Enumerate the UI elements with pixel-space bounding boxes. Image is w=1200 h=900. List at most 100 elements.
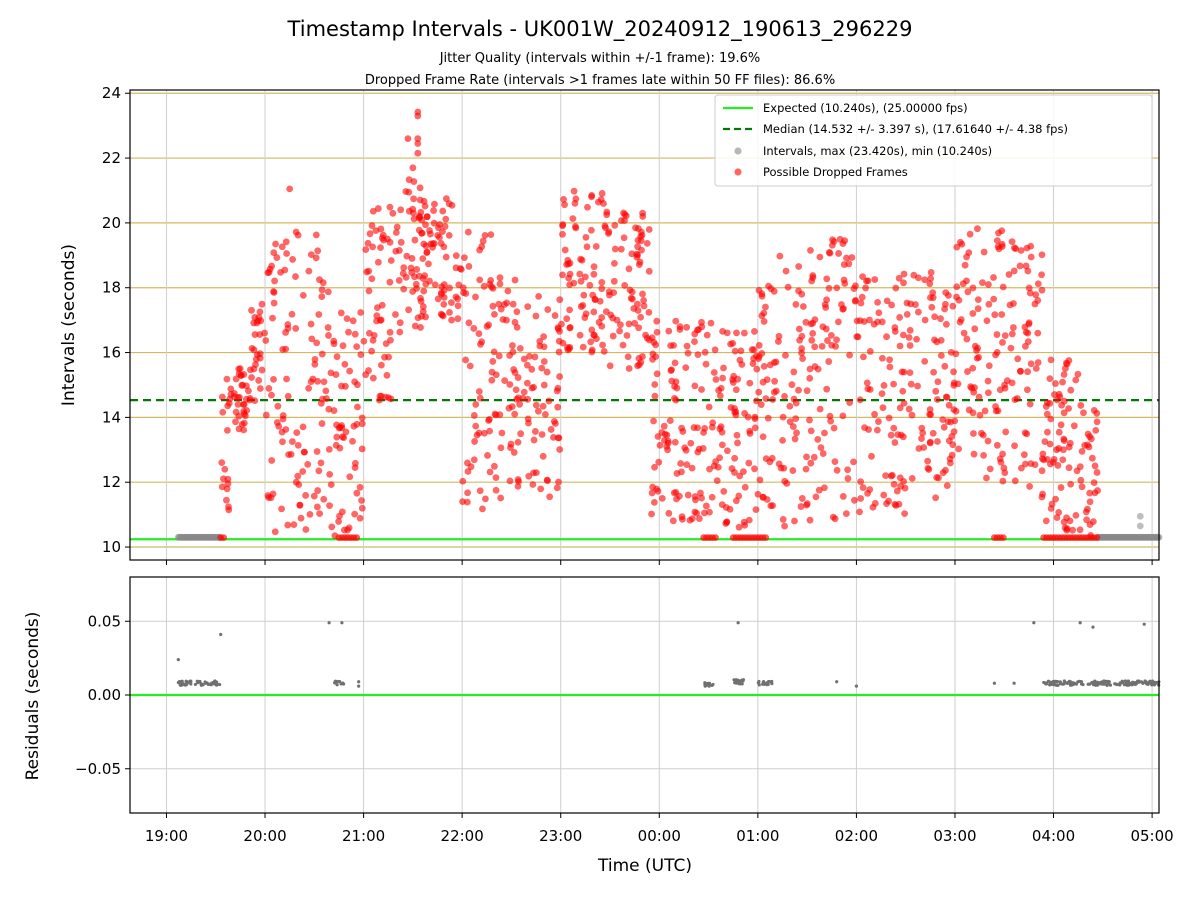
dropped-frame-point xyxy=(587,338,595,346)
intervals-y-tick-label: 14 xyxy=(102,408,121,426)
dropped-frame-point xyxy=(611,259,618,267)
dropped-frame-point xyxy=(611,245,619,253)
dropped-frame-point xyxy=(691,330,699,338)
dropped-frame-point xyxy=(970,388,978,396)
dropped-frame-point xyxy=(885,414,893,422)
dropped-frame-point xyxy=(273,254,281,261)
dropped-frame-point xyxy=(822,304,830,311)
dropped-frame-point xyxy=(765,282,772,290)
dropped-frame-point xyxy=(366,329,373,337)
dropped-frame-point xyxy=(691,338,698,345)
dropped-frame-point xyxy=(1034,329,1042,337)
dropped-frame-point xyxy=(886,356,893,364)
dropped-frame-point xyxy=(302,492,310,499)
dropped-frame-point xyxy=(558,320,565,328)
dropped-frame-point xyxy=(539,452,547,460)
dropped-frame-point xyxy=(465,263,473,270)
dropped-frame-point xyxy=(914,274,922,282)
dropped-frame-point xyxy=(724,447,731,455)
residual-point xyxy=(734,680,738,684)
dropped-frame-point xyxy=(365,367,372,374)
residual-point xyxy=(1052,683,1056,687)
dropped-frame-point xyxy=(268,262,276,270)
residual-point xyxy=(333,681,337,685)
dropped-frame-point xyxy=(528,365,536,373)
dropped-frame-point xyxy=(236,365,244,372)
dropped-frame-point xyxy=(1086,489,1094,497)
dropped-frame-point xyxy=(477,340,484,348)
dropped-frame-point xyxy=(883,297,891,305)
dropped-frame-point xyxy=(400,264,408,272)
dropped-frame-point xyxy=(491,310,498,318)
dropped-frame-point xyxy=(903,311,911,318)
dropped-frame-point xyxy=(648,510,655,518)
dropped-frame-point xyxy=(623,332,631,339)
dropped-frame-point xyxy=(1057,484,1065,491)
dropped-frame-point xyxy=(1008,379,1016,387)
dropped-frame-point xyxy=(499,316,507,323)
dropped-frame-point xyxy=(570,187,578,195)
dropped-frame-point xyxy=(617,217,625,224)
dropped-frame-point xyxy=(762,395,770,403)
dropped-frame-point xyxy=(487,277,495,284)
dropped-frame-point xyxy=(220,534,228,542)
dropped-frame-point xyxy=(1053,514,1061,521)
residual-point xyxy=(180,683,184,687)
dropped-frame-point xyxy=(532,312,540,320)
dropped-frame-point xyxy=(357,309,365,316)
dropped-frame-point xyxy=(324,288,332,296)
dropped-frame-point xyxy=(979,279,986,287)
dropped-frame-point xyxy=(905,405,913,413)
dropped-frame-point xyxy=(926,294,934,301)
dropped-frame-point xyxy=(933,396,941,403)
dropped-frame-point xyxy=(559,271,566,279)
dropped-frame-point xyxy=(470,456,478,464)
dropped-frame-point xyxy=(476,276,484,284)
dropped-frame-point xyxy=(520,388,528,396)
dropped-frame-point xyxy=(621,282,629,289)
dropped-frame-point xyxy=(702,502,710,510)
dropped-frame-point xyxy=(827,331,835,339)
dropped-frame-point xyxy=(279,438,286,446)
dropped-frame-point xyxy=(882,472,890,479)
dropped-frame-point xyxy=(966,230,974,238)
dropped-frame-point xyxy=(833,336,840,344)
dropped-frame-point xyxy=(719,374,727,382)
dropped-frame-point xyxy=(1008,330,1016,338)
dropped-frame-point xyxy=(844,475,852,482)
dropped-frame-point xyxy=(278,428,286,436)
dropped-frame-point xyxy=(707,319,715,327)
dropped-frame-point xyxy=(576,270,584,278)
dropped-frame-point xyxy=(914,382,921,390)
dropped-frame-point xyxy=(883,333,890,341)
dropped-frame-point xyxy=(430,219,438,227)
dropped-frame-point xyxy=(809,330,817,337)
dropped-frame-point xyxy=(1032,365,1040,372)
dropped-frame-point xyxy=(258,366,266,374)
dropped-frame-point xyxy=(430,207,438,214)
dropped-frame-point xyxy=(512,386,520,394)
dropped-frame-point xyxy=(952,407,960,415)
dropped-frame-point xyxy=(1057,421,1065,429)
dropped-frame-point xyxy=(284,521,292,529)
dropped-frame-point xyxy=(439,207,447,215)
dropped-frame-point xyxy=(874,298,881,306)
residual-point xyxy=(188,679,193,683)
dropped-frame-point xyxy=(335,518,342,525)
dropped-frame-point xyxy=(610,277,618,285)
dropped-frame-point xyxy=(409,209,417,217)
dropped-frame-point xyxy=(858,293,866,301)
dropped-frame-point xyxy=(559,339,567,347)
dropped-frame-point xyxy=(681,444,689,452)
dropped-frame-point xyxy=(341,360,349,368)
dropped-frame-point xyxy=(845,260,853,268)
dropped-frame-point xyxy=(1017,247,1025,254)
dropped-frame-point xyxy=(784,283,792,291)
dropped-frame-point xyxy=(540,381,548,389)
dropped-frame-point xyxy=(311,356,319,363)
dropped-frame-point xyxy=(541,410,549,418)
x-tick-label: 05:00 xyxy=(1130,827,1173,845)
dropped-frame-point xyxy=(949,302,957,310)
dropped-frame-point xyxy=(1038,271,1045,279)
dropped-frame-point xyxy=(240,408,248,415)
